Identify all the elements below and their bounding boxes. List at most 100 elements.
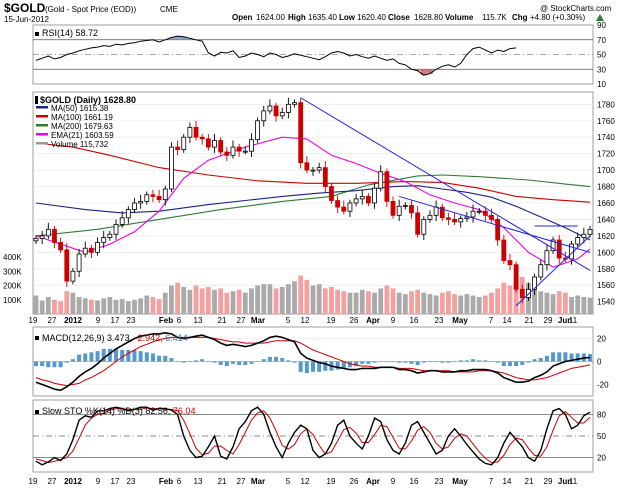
candle-body [144, 194, 150, 202]
close-value: 1628.80 [414, 13, 443, 22]
volume-bar [64, 291, 70, 314]
legend-label: MA(200) 1679.63 [51, 122, 113, 131]
macd-histogram-bar [304, 361, 309, 373]
macd-tick-label: 20 [597, 335, 606, 344]
candle-body [45, 228, 51, 237]
volume-bar [230, 291, 236, 314]
macd-histogram-bar [114, 348, 119, 362]
x-axis-bottom-label: 29 [544, 477, 553, 486]
macd-histogram-bar [341, 361, 346, 369]
volume-bar [273, 288, 279, 314]
volume-bar [218, 288, 224, 314]
candle-body [230, 146, 236, 156]
rsi-oversold-fill [420, 69, 427, 76]
macd-histogram-bar [557, 352, 562, 362]
volume-tick-label: 200K [3, 282, 22, 291]
macd-histogram-bar [206, 361, 211, 362]
macd-histogram-bar [347, 361, 352, 368]
candle-body [513, 264, 519, 290]
x-axis-top-label: 21 [218, 316, 227, 325]
date-label: 15-Jun-2012 [4, 15, 49, 24]
volume-bar [82, 298, 88, 314]
macd-histogram-bar [77, 354, 82, 362]
volume-bar [279, 286, 285, 314]
macd-histogram-bar [95, 351, 100, 362]
sto-d-value: 76.04 [173, 406, 196, 416]
volume-bar [304, 279, 310, 314]
volume-bar [341, 291, 347, 314]
rsi-panel: 90 70 50 30 10 RSI(14) 58.72 [32, 21, 606, 89]
macd-histogram-bar [427, 361, 432, 362]
x-axis-bottom-label: 5 [286, 477, 291, 486]
sto-title-name: Slow STO %K(14) %D(3) [42, 406, 143, 416]
candle-body [581, 233, 587, 238]
candle-body [249, 139, 254, 152]
macd-histogram-bar [70, 359, 75, 362]
price-tick-label: 1620 [597, 232, 615, 241]
volume-bar [119, 299, 125, 314]
candle-body [255, 120, 261, 141]
volume-bar [415, 289, 421, 314]
macd-histogram-bar [569, 353, 574, 362]
volume-bar [575, 295, 581, 314]
candle-body [199, 136, 205, 140]
candle-body [279, 112, 285, 117]
macd-signal-value: -2.942, [135, 333, 163, 343]
macd-histogram-bar [335, 361, 340, 370]
candle-body [95, 242, 100, 253]
volume-bar [95, 300, 100, 314]
volume-bar [464, 294, 470, 314]
candle-body [501, 239, 507, 261]
price-tick-label: 1760 [597, 117, 615, 126]
sto-panel: 80 50 20 Slow STO %K(14) %D(3) 82.56, 76.0… [32, 399, 606, 473]
macd-histogram-bar [157, 355, 162, 362]
sto-tick-label: 50 [597, 432, 606, 441]
trendline [515, 235, 591, 307]
candle-body [113, 223, 119, 235]
macd-histogram-bar [120, 350, 125, 362]
candle-body [538, 264, 544, 278]
volume-bar [52, 299, 57, 314]
volume-bar [169, 285, 174, 314]
macd-histogram-bar [372, 361, 377, 363]
candle-body [138, 200, 144, 204]
candle-body [489, 214, 494, 220]
candle-body [470, 210, 476, 218]
macd-histogram-bar [286, 360, 291, 362]
volume-bar [242, 292, 248, 314]
x-axis-bottom-label: 14 [503, 477, 512, 486]
price-tick-label: 1580 [597, 265, 615, 274]
macd-hist-value: 6.414 [165, 333, 188, 343]
candle-body [212, 140, 217, 148]
x-axis-top-label: 13 [194, 316, 203, 325]
rsi-tick-label: 30 [597, 65, 606, 74]
macd-histogram-bar [495, 361, 500, 363]
candle-body [402, 205, 408, 207]
watermark: @ StockCharts.com [540, 4, 612, 13]
macd-histogram-bar [452, 361, 457, 362]
volume-bar [501, 282, 507, 314]
x-axis-top-label: 5 [286, 316, 291, 325]
volume-bar [298, 275, 304, 314]
candle-body [162, 188, 168, 201]
volume-bar [446, 291, 451, 314]
low-label: Low [339, 13, 356, 22]
candle-body [187, 126, 193, 138]
price-panel: 1780 1760 1740 1720 1700 1680 1660 1640 1620 1600… [3, 91, 615, 315]
volume-bar [255, 285, 260, 314]
candle-body [236, 146, 242, 152]
price-legend-icon [35, 96, 38, 104]
candle-body [322, 167, 328, 187]
x-axis-bottom-label: 2012 [64, 477, 82, 486]
volume-bar [316, 284, 322, 314]
macd-histogram-bar [181, 361, 186, 363]
price-tick-label: 1600 [597, 248, 615, 257]
macd-histogram-bar [194, 360, 199, 362]
macd-histogram-bar [163, 355, 168, 362]
x-axis-bottom-label: 19 [327, 477, 336, 486]
price-tick-label: 1780 [597, 100, 615, 109]
x-axis-bottom-label: 23 [127, 477, 136, 486]
macd-histogram-bar [237, 361, 242, 365]
candle-body [550, 239, 556, 252]
volume-bar [421, 292, 427, 314]
